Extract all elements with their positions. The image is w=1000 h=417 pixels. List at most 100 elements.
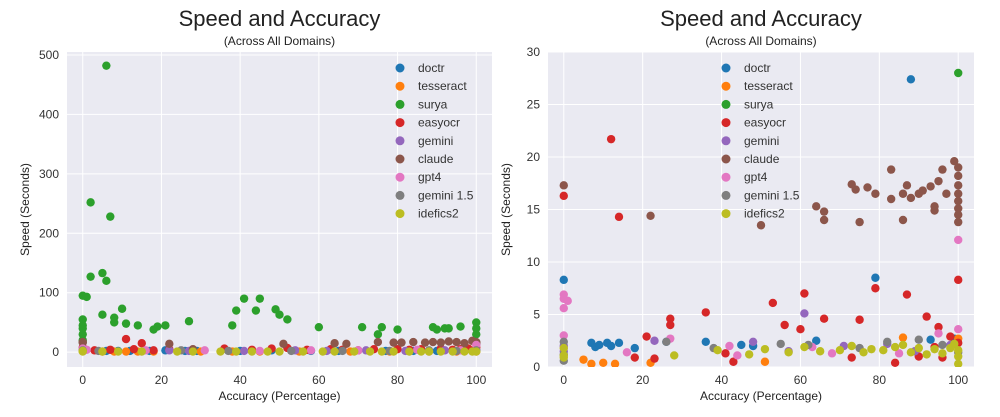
y-axis-label: Speed (Seconds)	[500, 163, 513, 256]
point-gemini	[239, 346, 249, 356]
point-surya	[82, 292, 91, 302]
point-surya	[161, 321, 170, 330]
point-claude	[819, 207, 829, 216]
point-gemini-1-5	[287, 346, 296, 356]
point-easyocr	[800, 289, 809, 298]
point-easyocr	[559, 191, 568, 201]
legend-marker-idefics2	[395, 209, 405, 219]
point-gpt4	[559, 304, 568, 313]
point-surya	[98, 310, 107, 319]
legend-marker-tesseract	[395, 81, 405, 91]
point-idefics2	[318, 347, 327, 356]
point-tesseract	[760, 357, 770, 366]
point-easyocr	[902, 290, 912, 299]
legend: doctr tesseract surya easyocr gemini claude gp…	[721, 61, 800, 221]
point-surya	[78, 315, 87, 324]
point-idefics2	[78, 347, 87, 356]
y-tick-label: 20	[527, 150, 541, 164]
point-claude	[420, 338, 430, 347]
chart-left: Speed and Accuracy (Across All Domains) 0 2…	[18, 6, 492, 403]
point-claude	[930, 206, 939, 215]
point-easyocr	[666, 320, 675, 330]
point-gemini-1-5	[224, 346, 233, 356]
point-idefics2	[835, 346, 845, 355]
point-claude	[812, 202, 821, 211]
point-idefics2	[938, 349, 947, 358]
point-surya	[283, 315, 292, 324]
legend-marker-surya	[721, 99, 731, 109]
point-gpt4	[559, 331, 568, 340]
point-doctr	[595, 340, 604, 350]
legend-label-tesseract: tesseract	[418, 79, 467, 93]
point-doctr	[701, 337, 710, 346]
point-surya	[255, 294, 265, 303]
point-surya	[117, 304, 127, 313]
point-easyocr	[729, 357, 738, 366]
point-claude	[646, 211, 655, 220]
point-doctr	[606, 341, 616, 351]
point-idefics2	[98, 347, 107, 356]
point-surya	[373, 330, 383, 339]
data-points	[78, 61, 481, 356]
point-gemini-1-5	[662, 337, 671, 346]
point-gpt4	[725, 341, 734, 351]
point-claude	[756, 221, 766, 230]
point-idefics2	[559, 353, 568, 362]
point-gemini-1-5	[559, 337, 568, 346]
point-easyocr	[666, 314, 675, 323]
x-tick-label: 100	[948, 373, 968, 387]
point-claude	[886, 165, 896, 174]
point-idefics2	[954, 346, 963, 355]
data-points	[559, 68, 963, 367]
point-claude	[397, 338, 406, 347]
point-idefics2	[760, 344, 770, 354]
x-tick-label: 60	[312, 373, 326, 387]
point-gemini-1-5	[776, 339, 785, 349]
point-idefics2	[906, 348, 916, 357]
point-surya	[78, 324, 87, 333]
point-claude	[452, 337, 461, 347]
point-idefics2	[216, 347, 225, 356]
point-idefics2	[713, 346, 722, 355]
point-gpt4	[255, 346, 265, 356]
point-claude	[460, 339, 469, 348]
point-gpt4	[622, 348, 632, 357]
point-idefics2	[137, 347, 146, 356]
point-doctr	[871, 273, 880, 282]
point-surya	[98, 268, 107, 278]
point-idefics2	[436, 347, 446, 356]
point-easyocr	[642, 332, 651, 341]
point-surya	[314, 322, 324, 332]
x-tick-label: 0	[560, 373, 567, 387]
legend-marker-gemini	[395, 136, 405, 146]
chart-title: Speed and Accuracy	[660, 6, 862, 31]
legend-marker-easyocr	[395, 118, 405, 128]
point-surya	[102, 276, 111, 286]
point-claude	[954, 181, 963, 190]
legend-label-idefics2: idefics2	[744, 207, 785, 221]
point-idefics2	[365, 347, 375, 356]
point-surya	[228, 321, 237, 330]
point-surya	[86, 198, 95, 207]
point-surya	[153, 322, 162, 331]
point-doctr	[926, 335, 935, 344]
legend-marker-gemini-1-5	[395, 190, 405, 200]
y-tick-label: 15	[527, 203, 541, 217]
x-tick-label: 60	[794, 373, 808, 387]
point-gpt4	[954, 325, 963, 334]
point-gemini-1-5	[883, 337, 892, 346]
point-idefics2	[405, 347, 414, 356]
legend-marker-gemini-1-5	[721, 190, 731, 200]
point-idefics2	[954, 352, 963, 361]
point-idefics2	[879, 346, 888, 355]
point-doctr	[559, 275, 568, 285]
point-easyocr	[106, 345, 115, 354]
y-tick-label: 5	[533, 308, 540, 322]
point-claude	[906, 193, 916, 203]
point-easyocr	[768, 298, 778, 308]
point-idefics2	[460, 347, 469, 356]
point-surya	[106, 212, 115, 221]
point-idefics2	[859, 348, 868, 357]
point-idefics2	[950, 339, 959, 349]
legend-marker-doctr	[395, 63, 405, 73]
